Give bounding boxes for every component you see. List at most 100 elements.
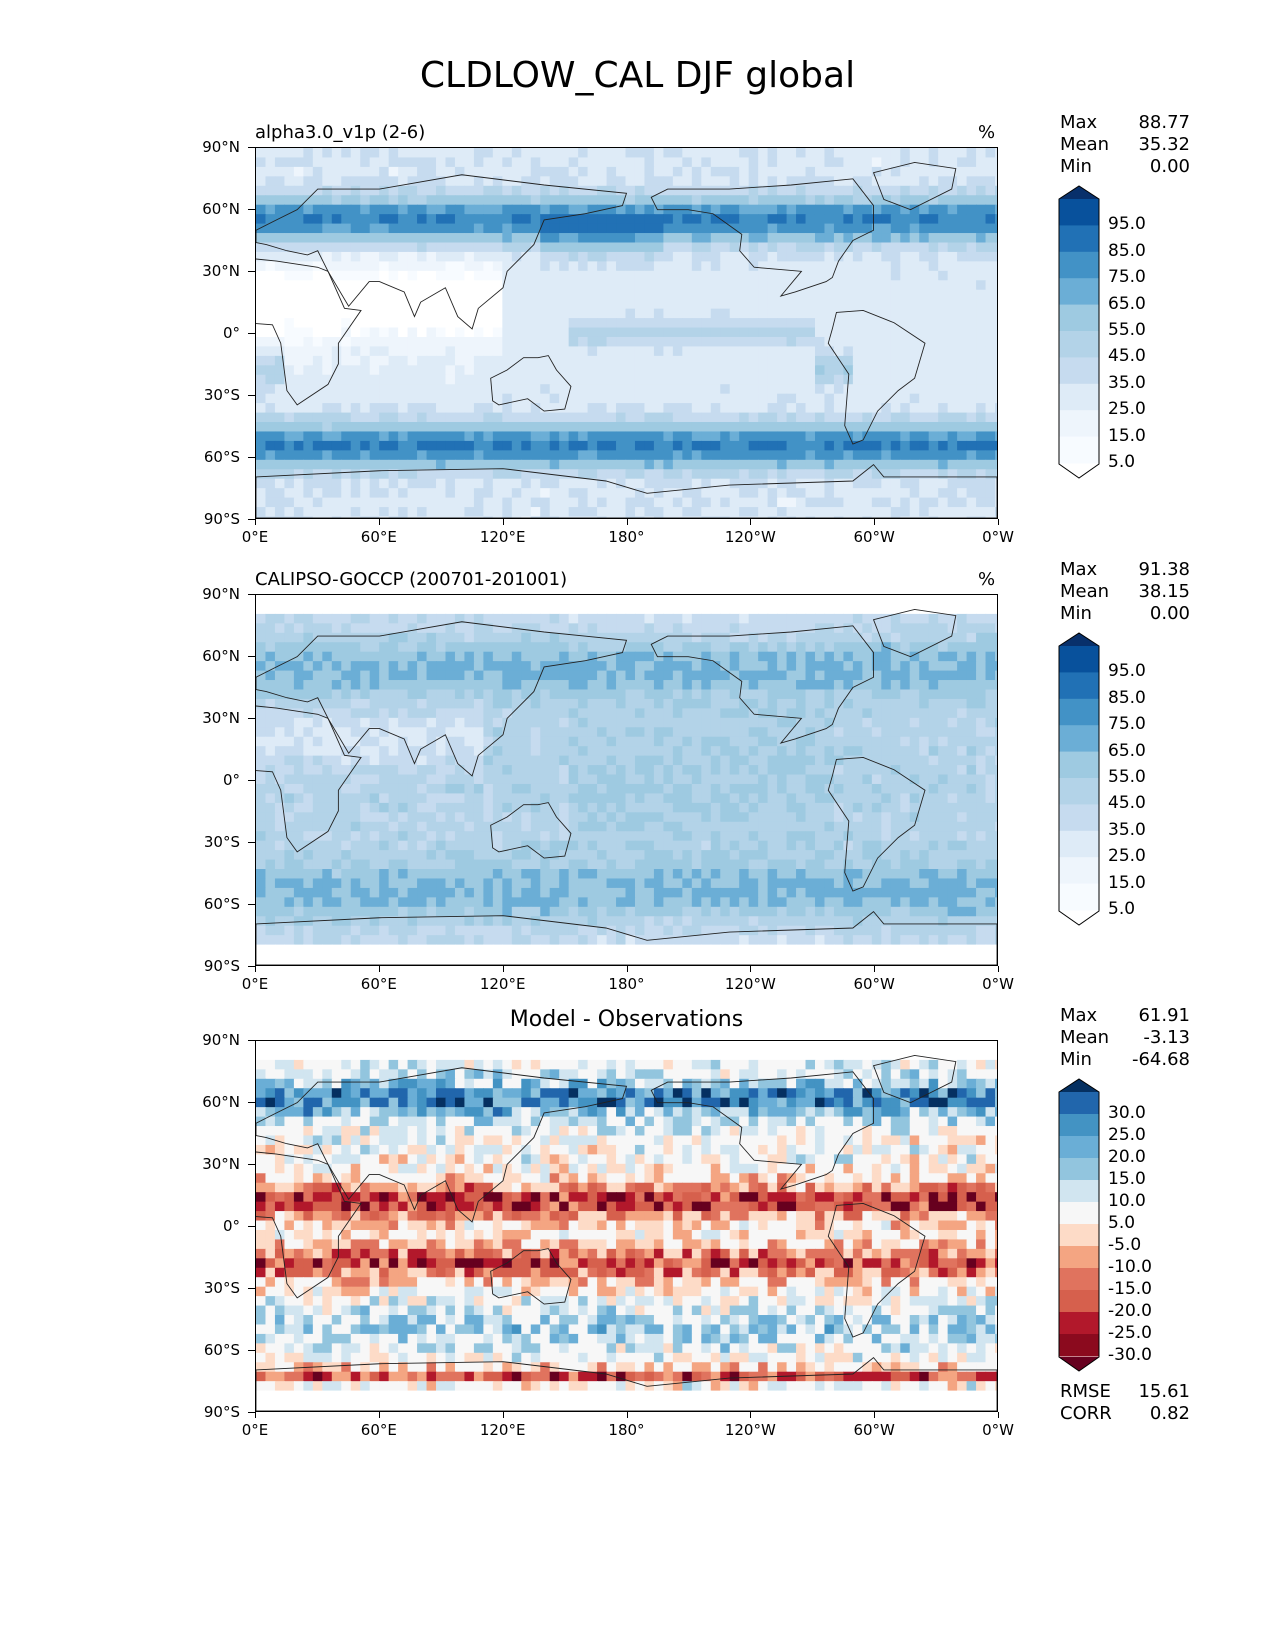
colorbar-tick-label: 75.0 [1108,267,1146,288]
panel-difference: Model - Observations 90°N 60°N 30°N 0° 30°S 60… [0,1005,1275,1483]
x-tick-mark [750,966,752,972]
colorbar-tick-label: -10.0 [1108,1257,1152,1277]
colorbar-tick-label: 65.0 [1108,740,1146,761]
map-difference [255,1040,998,1412]
map-field [256,1041,997,1411]
y-tick-label: 0° [222,1217,240,1235]
x-tick-mark [750,1412,752,1418]
colorbar-tick-label: -25.0 [1108,1323,1152,1343]
metric-corr: CORR 0.82 [1060,1403,1190,1425]
colorbar-bin [1059,1334,1099,1357]
x-tick-mark [502,519,504,525]
x-tick-mark [998,519,999,525]
y-tick-label: 30°S [203,1279,240,1297]
colorbar-extend-max [1059,186,1099,199]
stats-block: Max 91.38 Mean 38.15 Min 0.00 [1060,559,1190,625]
stat-value: 35.32 [1138,134,1190,155]
colorbar-tick-label: 65.0 [1108,293,1146,314]
stat-max: Max 91.38 [1060,559,1190,581]
coastline-1 [256,621,628,777]
colorbar-bin [1059,1312,1099,1335]
colorbar-bin [1059,725,1099,753]
map-field [256,148,997,518]
stat-value: 88.77 [1138,112,1190,133]
metric-rmse: RMSE 15.61 [1060,1381,1190,1403]
y-tick-label: 30°N [202,262,240,280]
y-tick-label: 90°N [202,1031,240,1049]
colorbar-bin [1059,857,1099,885]
coastline-4 [827,309,926,445]
coastline-3 [650,178,874,297]
coastline-0 [256,1151,362,1299]
coastline-1 [256,174,628,330]
y-tick-label: 60°N [202,1093,240,1111]
colorbar-tick-label: 25.0 [1108,846,1146,867]
y-tick-label: 90°N [202,585,240,603]
colorbar-bin [1059,1158,1099,1181]
coastline-0 [256,705,362,853]
x-tick-mark [502,966,504,972]
colorbar-bin [1059,883,1099,911]
coastline-3 [650,1071,874,1190]
x-tick-label: 0°E [241,975,269,993]
coastline-5 [872,1054,957,1104]
map-test [255,147,998,519]
stat-mean: Mean 35.32 [1060,134,1190,156]
x-tick-label: 0°W [982,1421,1014,1439]
colorbar-bin [1059,1268,1099,1291]
colorbar-bin [1059,199,1099,226]
x-tick-mark [750,519,752,525]
x-tick-label: 60°W [853,528,895,546]
colorbar-bin [1059,1202,1099,1225]
colorbar-bin [1059,778,1099,805]
panel-subtitle: alpha3.0_v1p (2-6) [255,122,426,143]
stat-value: 91.38 [1138,559,1190,580]
stat-mean: Mean 38.15 [1060,581,1190,603]
x-tick-label: 60°E [360,975,397,993]
colorbar-tick-label: 20.0 [1108,1147,1146,1167]
y-tick-mark [248,519,255,520]
x-tick-label: 120°E [479,1421,526,1439]
colorbar-bin [1059,357,1099,385]
colorbar-tick-label: 35.0 [1108,372,1146,393]
colorbar-tick-label: 35.0 [1108,819,1146,840]
coastline-5 [872,608,957,658]
units-label: % [978,569,996,590]
coastline-4 [827,756,926,892]
x-tick-mark [378,1412,380,1418]
map-field [256,595,997,965]
colorbar-extend-max [1059,1079,1099,1092]
colorbar-extend-min [1059,1357,1099,1371]
colorbar-extend-min [1059,911,1099,925]
stat-mean: Mean -3.13 [1060,1027,1190,1049]
x-tick-label: 60°E [360,528,397,546]
colorbar [1058,632,1102,926]
colorbar-tick-label: 95.0 [1108,661,1146,682]
metric-label: CORR [1060,1403,1112,1424]
colorbar-outline [1058,632,1100,926]
colorbar-tick-label: 10.0 [1108,1191,1146,1211]
x-tick-mark [874,1412,876,1418]
y-tick-mark [248,1412,255,1413]
colorbar-tick-label: 15.0 [1108,1169,1146,1189]
colorbar-tick-label: 85.0 [1108,240,1146,261]
stat-value: -3.13 [1143,1027,1190,1048]
coastline-3 [650,625,874,744]
colorbar-bin [1059,646,1099,673]
x-tick-label: 120°W [724,975,776,993]
colorbar-bin [1059,698,1099,726]
x-tick-label: 60°W [853,975,895,993]
stat-value: -64.68 [1131,1049,1190,1070]
coastline-2 [490,1248,572,1305]
y-tick-mark [248,718,255,719]
x-tick-mark [255,519,256,525]
y-tick-mark [248,842,255,843]
coastline-6 [256,1356,997,1411]
y-tick-mark [248,209,255,210]
x-tick-label: 180° [608,528,645,546]
coastline-2 [490,802,572,859]
x-tick-mark [874,519,876,525]
panel-subtitle: CALIPSO-GOCCP (200701-201001) [255,569,568,590]
colorbar-tick-label: -30.0 [1108,1345,1152,1365]
